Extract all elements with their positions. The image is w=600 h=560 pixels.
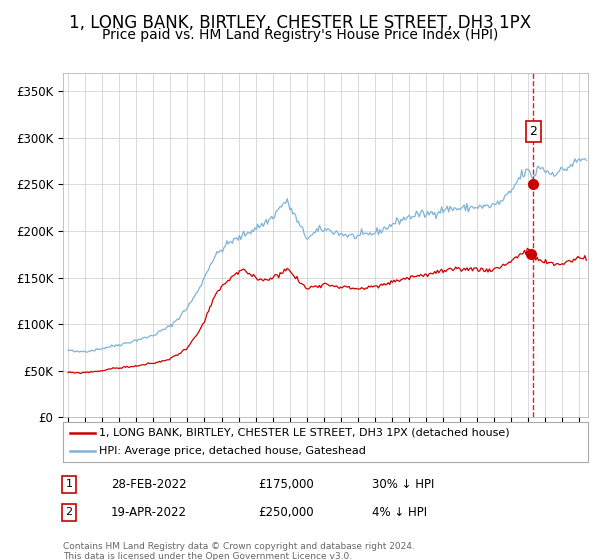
Text: 19-APR-2022: 19-APR-2022 xyxy=(111,506,187,519)
Text: 2: 2 xyxy=(530,125,538,138)
Text: 2: 2 xyxy=(65,507,73,517)
Text: £175,000: £175,000 xyxy=(258,478,314,491)
Text: 28-FEB-2022: 28-FEB-2022 xyxy=(111,478,187,491)
Text: HPI: Average price, detached house, Gateshead: HPI: Average price, detached house, Gate… xyxy=(98,446,365,456)
Text: 4% ↓ HPI: 4% ↓ HPI xyxy=(372,506,427,519)
Text: 1, LONG BANK, BIRTLEY, CHESTER LE STREET, DH3 1PX: 1, LONG BANK, BIRTLEY, CHESTER LE STREET… xyxy=(69,14,531,32)
Text: £250,000: £250,000 xyxy=(258,506,314,519)
Text: 1, LONG BANK, BIRTLEY, CHESTER LE STREET, DH3 1PX (detached house): 1, LONG BANK, BIRTLEY, CHESTER LE STREET… xyxy=(98,428,509,438)
Text: 30% ↓ HPI: 30% ↓ HPI xyxy=(372,478,434,491)
Text: 1: 1 xyxy=(65,479,73,489)
Text: Contains HM Land Registry data © Crown copyright and database right 2024.
This d: Contains HM Land Registry data © Crown c… xyxy=(63,542,415,560)
Text: Price paid vs. HM Land Registry's House Price Index (HPI): Price paid vs. HM Land Registry's House … xyxy=(102,28,498,42)
